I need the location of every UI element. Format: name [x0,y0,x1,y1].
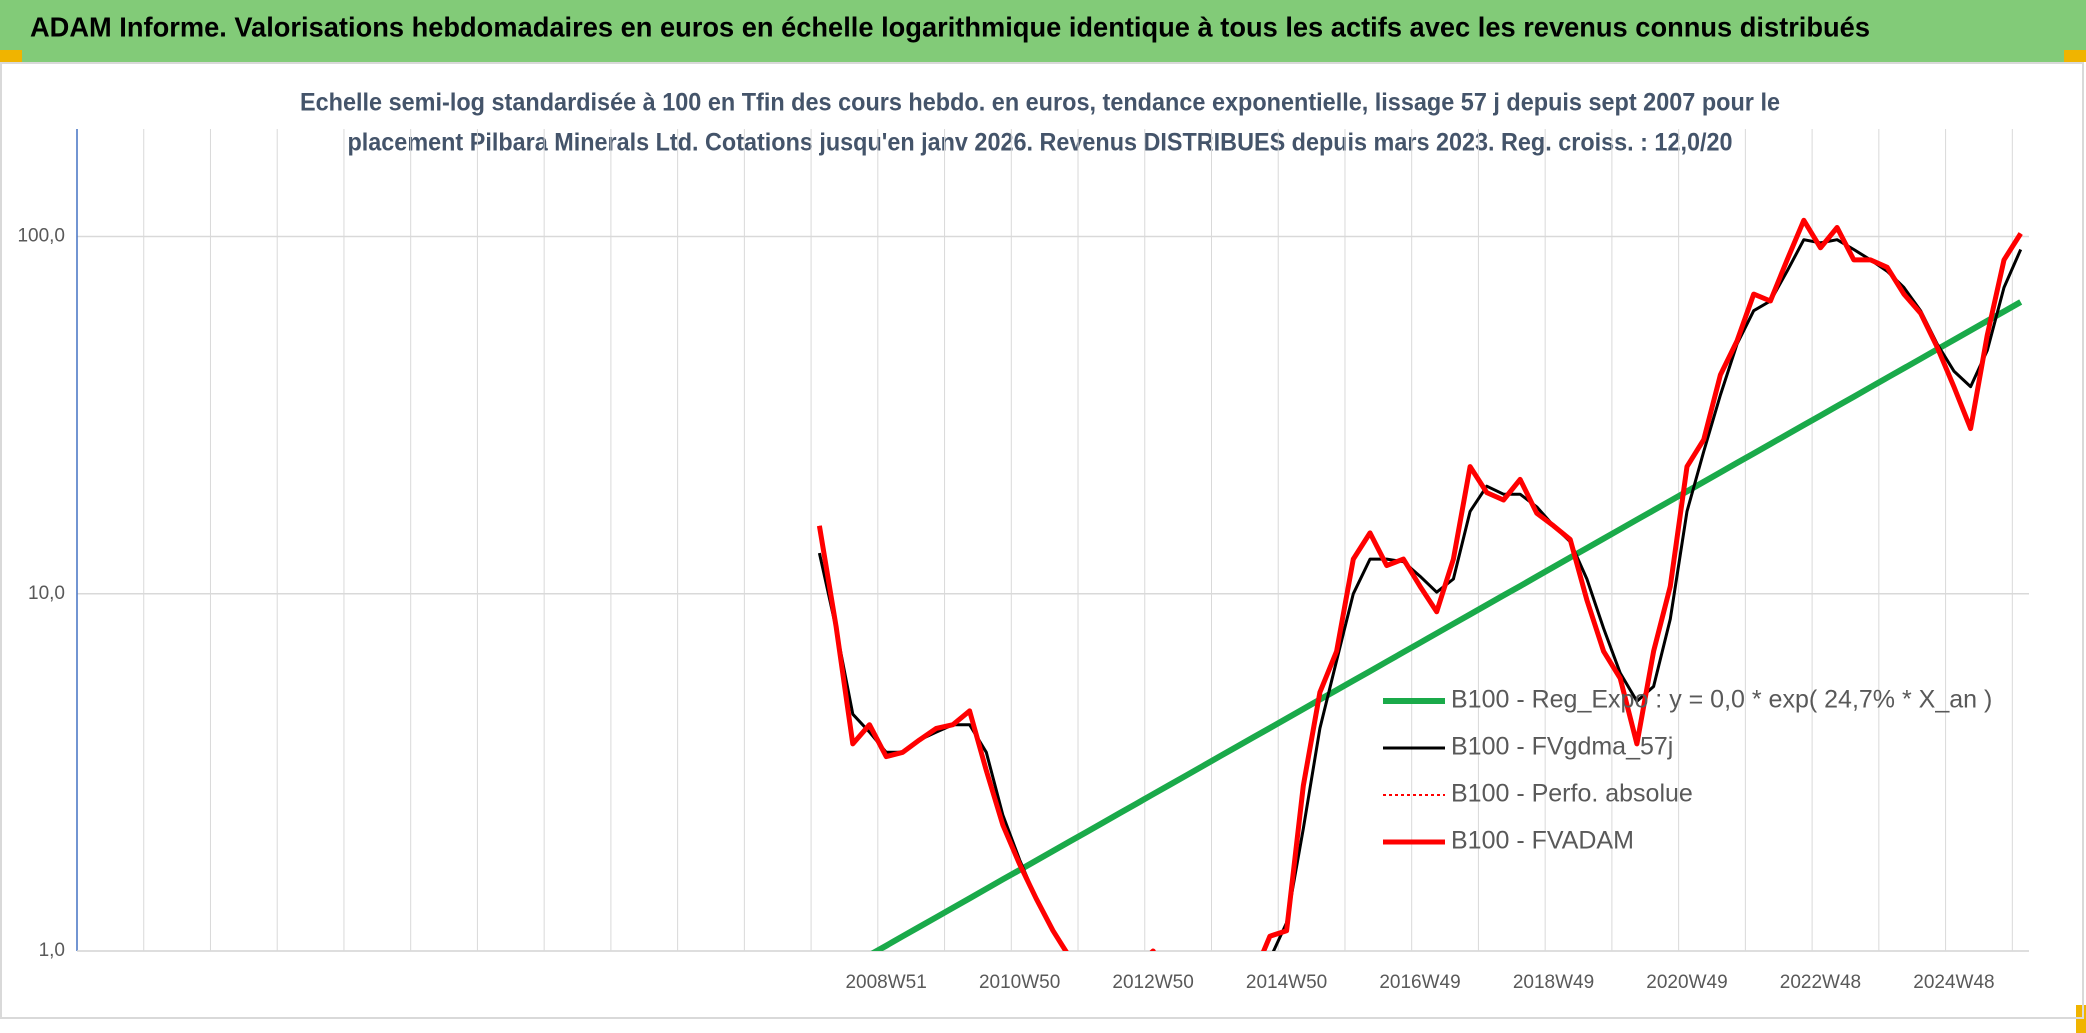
y-tick-label: 10,0 [28,583,65,604]
legend-label: B100 - FVgdma_57j [1451,733,1673,761]
x-tick-label: 2024W48 [1913,972,1994,993]
y-tick-label: 1,0 [39,940,65,961]
chart-frame [0,62,2084,1019]
corner-mark [2064,50,2086,62]
legend-label: B100 - Perfo. absolue [1451,780,1693,808]
series-line [870,299,2023,951]
legend-label: B100 - Reg_Expo : y = 0,0 * exp( 24,7% *… [1451,686,1992,714]
x-tick-label: 2012W50 [1112,972,1193,993]
series-line [816,217,2023,951]
chart-title: Echelle semi-log standardisée à 100 en T… [300,89,1780,117]
x-tick-label: 2010W50 [979,972,1060,993]
chart-title: placement Pilbara Minerals Ltd. Cotation… [348,129,1733,157]
header-band [0,0,2086,62]
x-tick-label: 2016W49 [1379,972,1460,993]
plot-area [816,217,2023,951]
x-tick-label: 2020W49 [1646,972,1727,993]
x-tick-label: 2018W49 [1513,972,1594,993]
y-tick-label: 100,0 [17,226,65,247]
x-tick-label: 2014W50 [1246,972,1327,993]
corner-mark [0,50,22,62]
x-tick-label: 2022W48 [1780,972,1861,993]
legend-label: B100 - FVADAM [1451,827,1634,855]
header-title: ADAM Informe. Valorisations hebdomadaire… [30,11,1870,42]
x-tick-label: 2008W51 [845,972,926,993]
